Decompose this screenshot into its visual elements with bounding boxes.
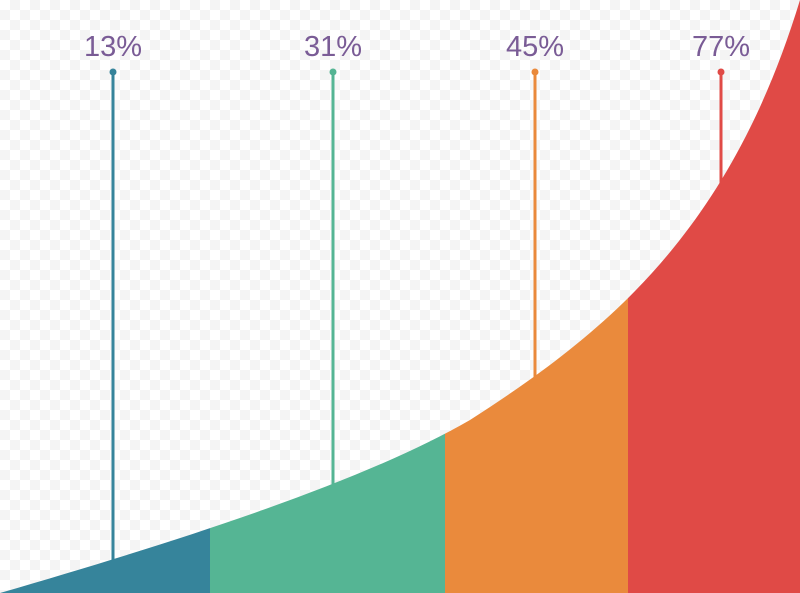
marker-dot-45 xyxy=(531,68,539,76)
marker-45: 45% xyxy=(506,31,564,378)
marker-77: 77% xyxy=(692,31,750,192)
marker-31: 31% xyxy=(304,31,362,490)
area-band-31 xyxy=(210,0,445,593)
value-label-45: 45% xyxy=(506,31,564,63)
marker-dot-13 xyxy=(109,68,117,76)
marker-dot-31 xyxy=(329,68,337,76)
marker-dot-77 xyxy=(717,68,725,76)
area-band-13 xyxy=(0,0,210,593)
value-label-31: 31% xyxy=(304,31,362,63)
area-band-77 xyxy=(628,0,800,593)
value-label-13: 13% xyxy=(84,31,142,63)
value-label-77: 77% xyxy=(692,31,750,63)
marker-13: 13% xyxy=(84,31,142,565)
